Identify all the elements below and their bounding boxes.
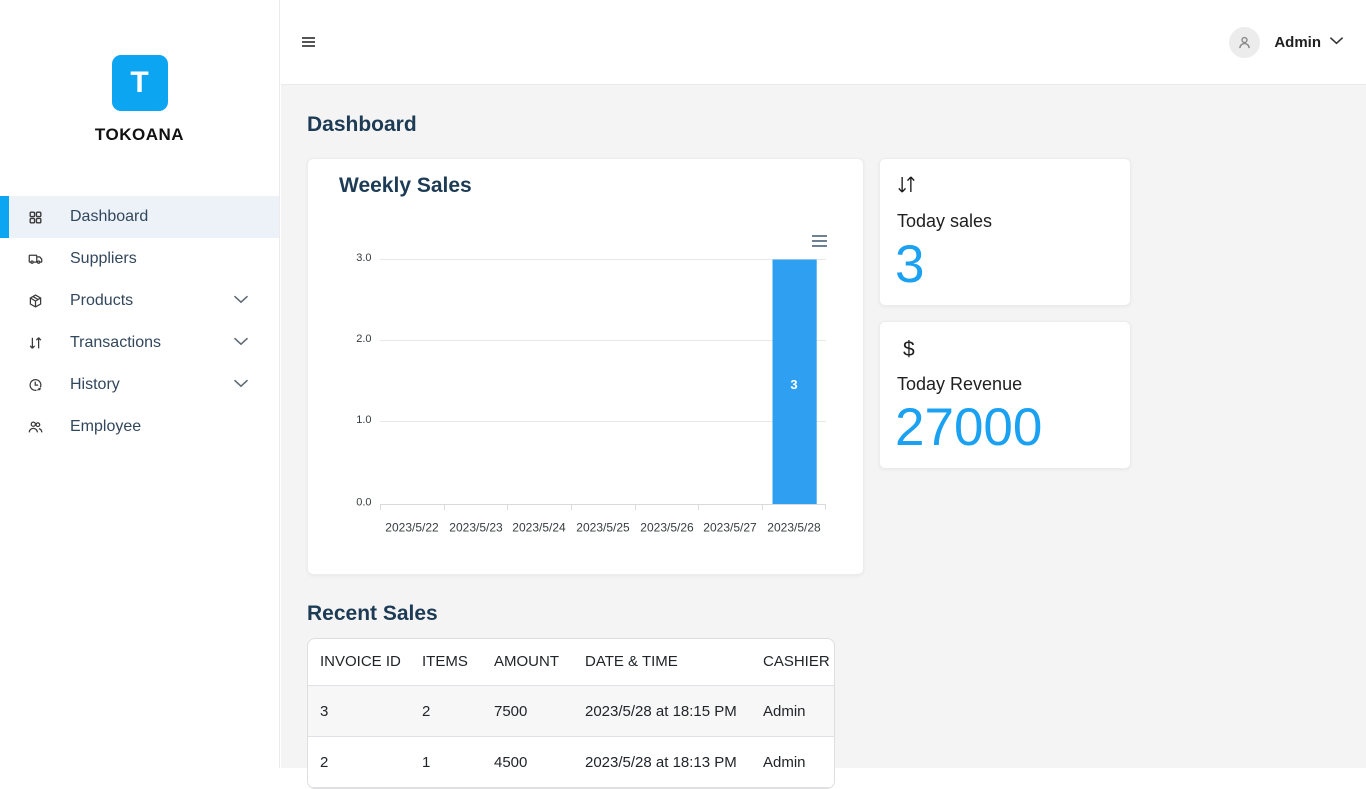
svg-text:3.0: 3.0 [356, 252, 371, 264]
svg-text:2023/5/28: 2023/5/28 [767, 520, 821, 534]
svg-text:2023/5/22: 2023/5/22 [385, 520, 439, 534]
svg-text:2.0: 2.0 [356, 333, 371, 345]
svg-text:0.0: 0.0 [356, 496, 371, 508]
svg-text:2023/5/27: 2023/5/27 [703, 520, 757, 534]
svg-text:2023/5/25: 2023/5/25 [576, 520, 630, 534]
svg-text:2023/5/23: 2023/5/23 [449, 520, 503, 534]
svg-text:2023/5/24: 2023/5/24 [512, 520, 566, 534]
svg-text:1.0: 1.0 [356, 414, 371, 426]
svg-text:3: 3 [790, 377, 797, 392]
svg-text:2023/5/26: 2023/5/26 [640, 520, 694, 534]
